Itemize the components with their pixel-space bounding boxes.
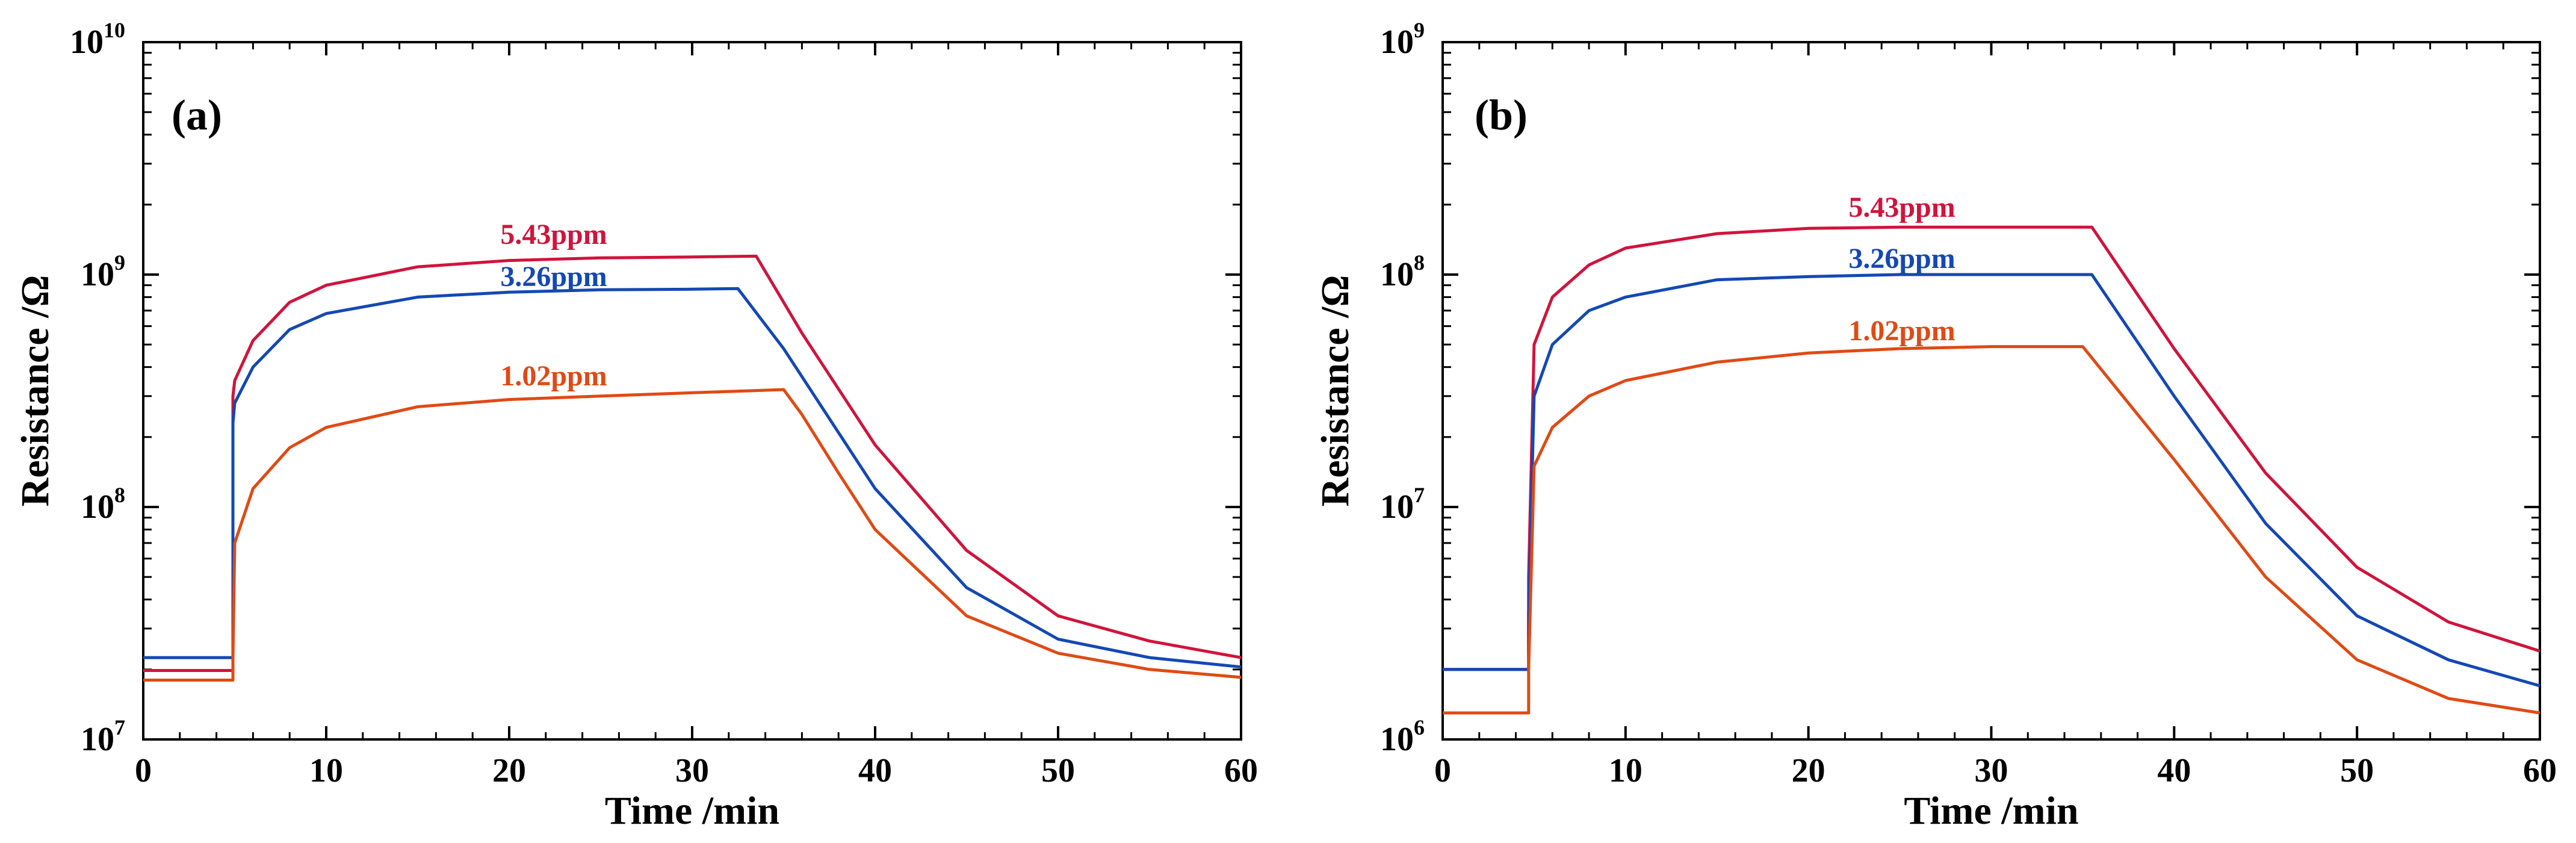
panel-b-x-axis-title: Time /min bbox=[1904, 789, 2078, 833]
panel-b-panel-label: (b) bbox=[1475, 91, 1528, 139]
panel-a-x-tick-label: 50 bbox=[1041, 752, 1075, 789]
panel-a-x-tick-label: 10 bbox=[309, 752, 343, 789]
panel-a-x-tick-label: 30 bbox=[675, 752, 709, 789]
panel-b-x-tick-label: 40 bbox=[2157, 752, 2191, 789]
panel-a-series-line-1.02ppm bbox=[143, 388, 1242, 682]
panel-a-y-tick-label: 1010 bbox=[70, 18, 125, 61]
panel-a-panel-label: (a) bbox=[172, 91, 222, 139]
panel-b-x-tick-label: 0 bbox=[1434, 752, 1451, 789]
panel-b-x-tick-label: 50 bbox=[2340, 752, 2374, 789]
panel-a-axes-frame bbox=[142, 41, 1242, 741]
panel-a-y-axis-title: Resistance /Ω bbox=[13, 275, 57, 507]
panel-b-y-tick-label: 109 bbox=[1380, 18, 1425, 61]
panel-b-y-tick-label: 108 bbox=[1380, 250, 1425, 293]
panel-a-series-label: 1.02ppm bbox=[500, 360, 607, 392]
panel-b-x-tick-label: 30 bbox=[1975, 752, 2008, 789]
panel-a-series-label: 3.26ppm bbox=[500, 261, 607, 293]
panel-a-series-line-3.26ppm bbox=[143, 287, 1242, 669]
panel-b-plot: 0 10 20 30 40 50 60 106 107 108 109 Time /min Resist… bbox=[1313, 18, 2557, 833]
panel-a-plot: 0 10 20 30 40 50 60 107 108 109 1010 Time /min Resis… bbox=[13, 18, 1258, 833]
panel-b-series-label: 5.43ppm bbox=[1848, 191, 1955, 223]
panel-a-series-label: 5.43ppm bbox=[500, 219, 607, 250]
panel-b-axes-frame bbox=[1441, 41, 2541, 741]
panel-b-y-tick-label: 106 bbox=[1380, 715, 1425, 758]
panel-b-series-label: 3.26ppm bbox=[1848, 243, 1955, 275]
panel-a-x-tick-label: 0 bbox=[135, 752, 152, 789]
panel-a-y-tick-label: 107 bbox=[81, 715, 125, 758]
panel-a-y-tick-label: 108 bbox=[81, 483, 125, 526]
panel-b-y-tick-label: 107 bbox=[1380, 483, 1425, 526]
panel-b-series-line-5.43ppm bbox=[1443, 225, 2540, 671]
panel-b-x-tick-label: 20 bbox=[1792, 752, 1825, 789]
panel-a-x-tick-label: 40 bbox=[858, 752, 892, 789]
panel-b-series-line-1.02ppm bbox=[1443, 345, 2540, 715]
panel-b-x-tick-label: 10 bbox=[1609, 752, 1643, 789]
panel-b-x-tick-label: 60 bbox=[2523, 752, 2557, 789]
panel-a-series-line-5.43ppm bbox=[143, 254, 1242, 672]
panel-b-y-axis-title: Resistance /Ω bbox=[1313, 275, 1357, 507]
panel-a-x-tick-label: 20 bbox=[492, 752, 526, 789]
panel-b-series-line-3.26ppm bbox=[1443, 273, 2540, 688]
panel-a-y-tick-label: 109 bbox=[81, 250, 125, 293]
panel-a-x-axis-title: Time /min bbox=[605, 789, 779, 833]
panel-a-x-tick-label: 60 bbox=[1224, 752, 1258, 789]
panel-b-series-label: 1.02ppm bbox=[1848, 315, 1955, 347]
